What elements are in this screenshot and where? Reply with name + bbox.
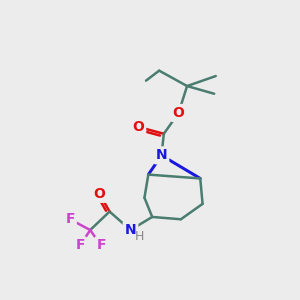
Text: O: O <box>132 120 144 134</box>
Text: F: F <box>96 238 106 252</box>
Text: O: O <box>94 187 105 201</box>
Text: N: N <box>156 148 167 162</box>
Text: H: H <box>134 230 144 243</box>
Text: N: N <box>125 223 136 237</box>
Text: F: F <box>75 238 85 252</box>
Text: F: F <box>65 212 75 226</box>
Text: O: O <box>172 106 184 120</box>
